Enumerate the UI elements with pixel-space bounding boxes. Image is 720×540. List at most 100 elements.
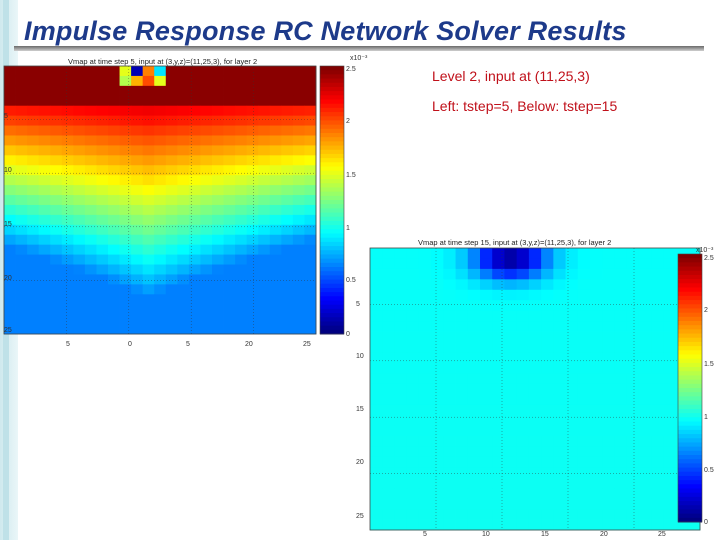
colorbar-swatch [678,480,702,485]
heatmap-cell [577,404,591,416]
heatmap-cell [480,488,493,500]
heatmap-cell [212,185,224,196]
heatmap-cell [200,324,213,335]
heatmap-cell [4,254,16,265]
heatmap-cell [154,254,167,265]
heatmap-cell [27,105,40,117]
heatmap-cell [119,175,132,186]
heatmap-cell [235,145,248,156]
heatmap-cell [455,509,469,520]
heatmap-cell [370,383,383,395]
heatmap-cell [565,321,579,332]
heatmap-cell [590,415,603,426]
heatmap-cell [73,304,86,315]
heatmap-cell [443,300,456,312]
colorbar-swatch [678,354,702,360]
heatmap-cell [651,394,664,406]
heatmap-cell [443,362,456,374]
heatmap-cell [4,284,16,295]
heatmap-cell [15,234,28,246]
heatmap-cell [281,95,294,107]
heatmap-cell [480,404,493,416]
heatmap-cell [455,415,469,426]
heatmap-cell [467,436,481,447]
heatmap-cell [188,254,201,265]
heatmap-cell [638,383,652,395]
heatmap-cell [4,224,16,236]
heatmap-cell [431,509,444,520]
heatmap-cell [223,304,236,315]
heatmap-cell [382,415,395,426]
heatmap-cell [154,95,167,107]
heatmap-cell [602,321,615,332]
heatmap-cell [119,264,132,275]
heatmap-cell [406,258,420,270]
heatmap-cell [258,314,271,325]
heatmap-cell [165,125,178,136]
colorbar-swatch [678,513,702,519]
heatmap-cell [626,373,640,385]
heatmap-cell [154,304,167,315]
heatmap-cell [246,224,259,236]
heatmap-cell [626,352,640,364]
heatmap-cell [541,268,554,280]
heatmap-cell [38,95,51,107]
heatmap-cell [246,314,259,325]
heatmap-cell [119,105,132,117]
heatmap-cell [626,289,640,301]
heatmap-cell [528,300,542,312]
heatmap-cell [651,362,664,374]
heatmap-cell [177,214,190,226]
heatmap-cell [108,294,120,305]
heatmap-cell [382,456,395,468]
heatmap-cell [131,135,144,146]
heatmap-cell [27,314,40,325]
heatmap-cell [269,274,282,285]
heatmap-cell [269,234,282,246]
heatmap-cell [528,279,542,291]
heatmap-cell [165,204,178,216]
heatmap-cell [516,425,530,437]
heatmap-cell [614,446,628,458]
heatmap-cell [565,258,579,270]
heatmap-cell [165,304,178,315]
heatmap-cell [626,425,640,437]
heatmap-cell [638,467,652,479]
heatmap-cell [370,310,383,322]
heatmap-cell [96,175,109,186]
heatmap-cell [431,279,444,291]
heatmap-cell [131,264,144,275]
plot1-ytick-5: 25 [4,327,12,334]
heatmap-cell [188,75,201,87]
heatmap-cell [269,314,282,325]
heatmap-cell [577,331,591,343]
heatmap-cell [431,394,444,406]
heatmap-cell [4,85,16,97]
heatmap-cell [38,234,51,246]
heatmap-cell [50,314,63,325]
heatmap-cell [200,165,213,176]
heatmap-cell [541,321,554,332]
colorbar-swatch [678,287,702,293]
heatmap-cell [638,331,652,343]
plot1-cbtick-5: 0.5 [346,277,356,284]
heatmap-cell [258,145,271,156]
heatmap-cell [177,155,190,166]
heatmap-cell [258,115,271,126]
plot2-colorbar-frame [677,253,703,523]
heatmap-cell [394,279,408,291]
heatmap-cell [96,274,109,285]
heatmap-cell [577,519,591,531]
heatmap-cell [431,436,444,447]
heatmap-cell [504,268,518,280]
heatmap-cell [406,519,420,531]
heatmap-cell [27,175,40,186]
heatmap-cell [177,135,190,146]
heatmap-cell [626,436,640,447]
heatmap-cell [443,446,456,458]
colorbar-swatch [678,417,702,422]
heatmap-cell [212,264,224,275]
heatmap-cell [663,394,676,406]
heatmap-cell [304,244,317,255]
heatmap-cell [382,362,395,374]
